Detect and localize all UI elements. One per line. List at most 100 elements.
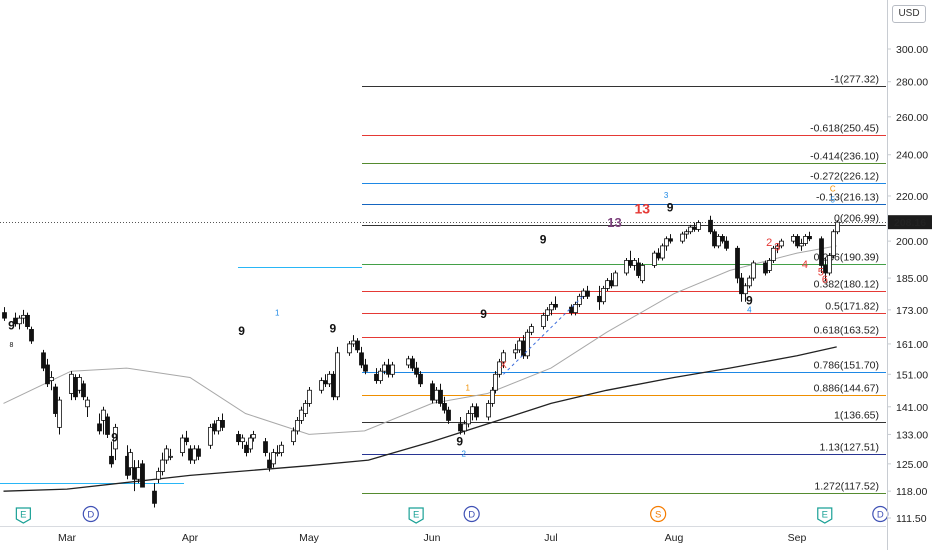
candle-up [501,352,506,363]
y-axis[interactable]: 300.00 280.00 260.00 240.00 220.00 200.00 185.… [887,0,932,550]
candle-down [109,455,114,465]
candle-up [581,290,586,297]
sequence-count-label: 1 [465,383,470,392]
candle-up [688,226,693,233]
event-marker-e[interactable]: E [817,507,833,524]
fib-label: 0.5(171.82) [825,301,879,313]
event-marker-s[interactable]: S [650,505,667,523]
candle-up [747,277,752,287]
candle-down [81,383,86,398]
trend-lines [503,295,584,375]
candle-up [406,358,411,366]
candle-up [303,403,308,414]
candle-up [466,413,471,425]
candle-down [724,240,729,249]
sequence-count-label: 9 [111,431,118,445]
candle-up [835,221,840,233]
candle-up [605,280,610,289]
y-tick-label: 151.00 [896,369,928,381]
sequence-count-label: 3 [664,191,669,200]
candle-down [196,448,201,457]
candle-up [513,349,518,354]
candle-down [795,236,800,247]
event-marker-e[interactable]: E [408,507,424,524]
candle-up [743,285,748,295]
fib-label: 1.272(117.52) [814,481,879,493]
candle-up [299,409,304,421]
candle-up [680,233,685,242]
candle-down [636,262,641,276]
candle-up [192,448,197,461]
event-marker-d[interactable]: D [463,505,480,523]
candle-up [545,309,550,316]
candle-down [585,290,590,297]
earnings-badge [408,507,424,524]
candle-up [17,317,22,325]
candle-down [442,403,447,411]
candle-up [136,467,141,480]
event-label: E [822,510,828,521]
candle-up [271,452,276,465]
long-ma-line [3,346,837,492]
y-tick-label: 125.00 [896,459,928,471]
candle-up [831,231,836,256]
candle-down [188,448,193,461]
candle-up [493,373,498,391]
currency-badge[interactable]: USD [892,5,926,23]
candle-up [291,430,296,443]
candle-up [660,245,665,259]
candle-up [652,252,657,266]
candle-down [29,329,34,342]
candle-up [327,373,332,385]
x-tick-label: Mar [58,532,77,544]
candle-up [549,304,554,311]
event-marker-d[interactable]: D [82,505,99,523]
candle-up [240,437,245,443]
fib-label: -0.272(226.12) [810,171,879,183]
last-price-badge [888,215,932,230]
y-tick-label: 220.00 [896,191,928,203]
candle-up [664,238,669,247]
candle-down [692,226,697,230]
candle-down [438,389,443,404]
earnings-badge [817,507,833,524]
candle-up [779,240,784,247]
candle-up [632,260,637,266]
candle-down [763,262,768,274]
candle-up [113,426,118,450]
candle-up [160,459,165,472]
candle-up [319,380,324,391]
candle-up [279,444,284,454]
candle-down [720,236,725,242]
x-tick-label: Jul [544,532,557,544]
candle-down [474,406,479,418]
candle-up [85,399,90,408]
fib-retracement: -1(277.32) -0.618(250.45) -0.414(236.10) -0… [0,74,886,494]
candle-down [212,423,217,432]
sequence-count-label: 5 [818,267,824,279]
event-marker-e[interactable]: E [15,507,31,524]
x-tick-label: Jun [424,532,441,544]
candle-up [69,373,74,394]
sequence-count-label: 3 [774,242,780,254]
candle-down [628,260,633,266]
candle-up [347,343,352,354]
x-tick-label: May [299,532,320,544]
candle-up [497,361,502,375]
candle-down [430,383,435,401]
candle-up [382,364,387,372]
sequence-count-label: 2 [766,237,772,249]
event-label: E [20,510,26,521]
event-marker-d[interactable]: D [872,505,889,523]
candle-up [751,262,756,279]
candle-up [541,314,546,327]
candle-down [823,265,828,274]
sequence-count-label: 8 [10,342,14,349]
sequence-count-label: 1 [275,308,280,317]
candle-up [470,406,475,414]
sequence-count-label: 9 [667,200,674,214]
y-tick-label: 118.00 [896,486,927,498]
x-tick-label: Apr [182,532,199,544]
